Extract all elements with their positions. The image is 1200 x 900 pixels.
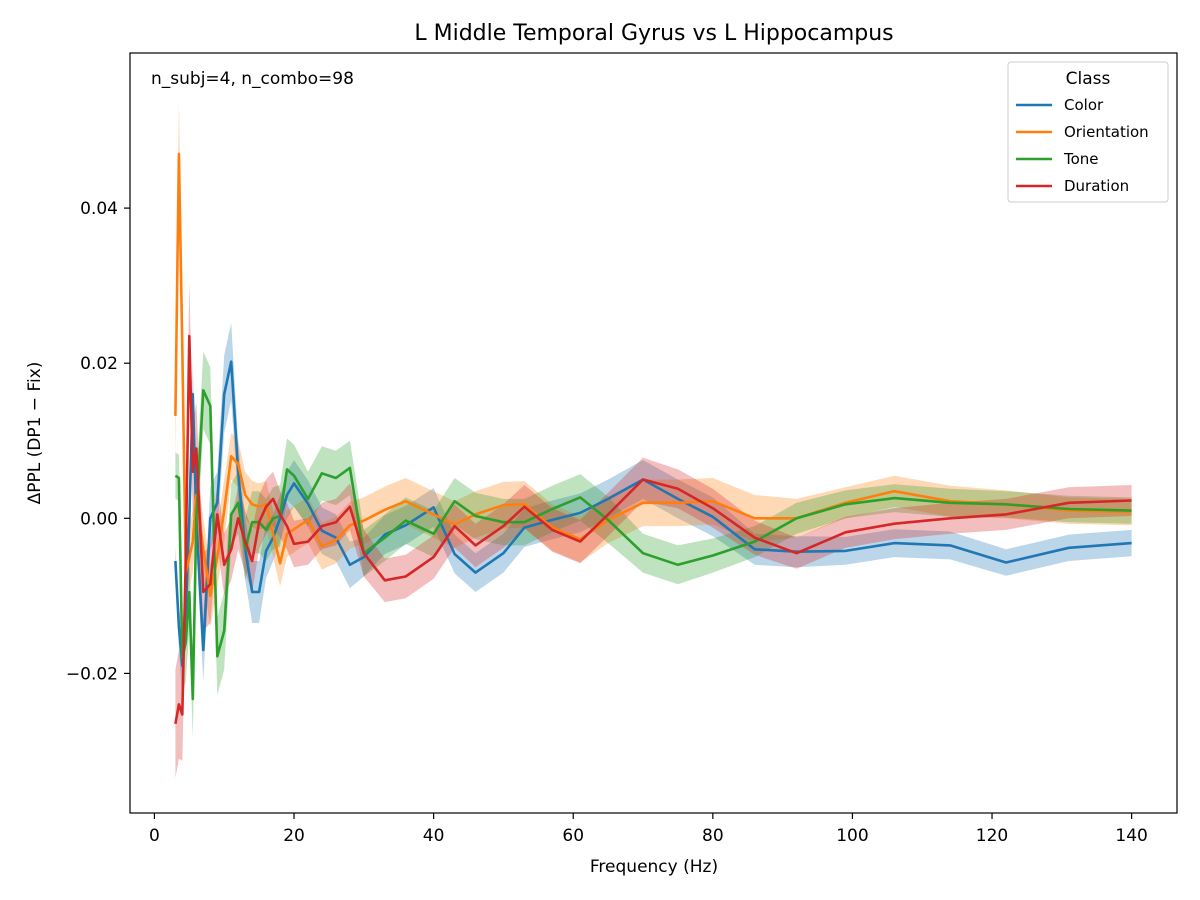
chart-title: L Middle Temporal Gyrus vs L Hippocampus [414, 21, 893, 46]
legend-label-orientation: Orientation [1064, 123, 1149, 141]
legend: Class Color Orientation Tone Duration [1007, 61, 1169, 203]
y-tick-label: 0.00 [80, 509, 118, 529]
y-tick-label: −0.02 [66, 664, 118, 684]
orientation-band [175, 99, 1132, 627]
y-axis-label: ΔPPL (DP1 − Fix) [25, 362, 45, 505]
x-tick-label: 60 [562, 826, 584, 846]
legend-label-tone: Tone [1063, 150, 1099, 168]
x-tick-label: 140 [1115, 826, 1147, 846]
duration-band [175, 281, 1132, 779]
y-tick-label: 0.02 [80, 354, 118, 374]
x-tick-label: 80 [702, 826, 724, 846]
confidence-bands [175, 99, 1132, 779]
legend-label-duration: Duration [1064, 177, 1129, 195]
duration-line [174, 334, 1132, 725]
plot-frame [129, 52, 1178, 814]
legend-title: Class [1066, 69, 1111, 89]
legend-frame [1007, 61, 1169, 203]
x-axis-label: Frequency (Hz) [590, 857, 718, 877]
y-tick-label: 0.04 [80, 199, 118, 219]
x-tick-label: 20 [283, 826, 305, 846]
tone-band [175, 351, 1132, 738]
series-lines [174, 152, 1132, 725]
y-axis-ticks: −0.02 0.00 0.02 0.04 [66, 199, 130, 684]
x-tick-label: 40 [423, 826, 445, 846]
x-tick-label: 0 [149, 826, 160, 846]
x-axis-ticks: 0 20 40 60 80 100 120 140 [149, 813, 1148, 846]
x-tick-label: 120 [976, 826, 1008, 846]
x-tick-label: 100 [836, 826, 868, 846]
color-line [174, 360, 1132, 668]
tone-line [174, 388, 1132, 701]
stats-annotation: n_subj=4, n_combo=98 [151, 69, 354, 89]
legend-label-color: Color [1064, 96, 1104, 114]
orientation-line [174, 152, 1132, 598]
